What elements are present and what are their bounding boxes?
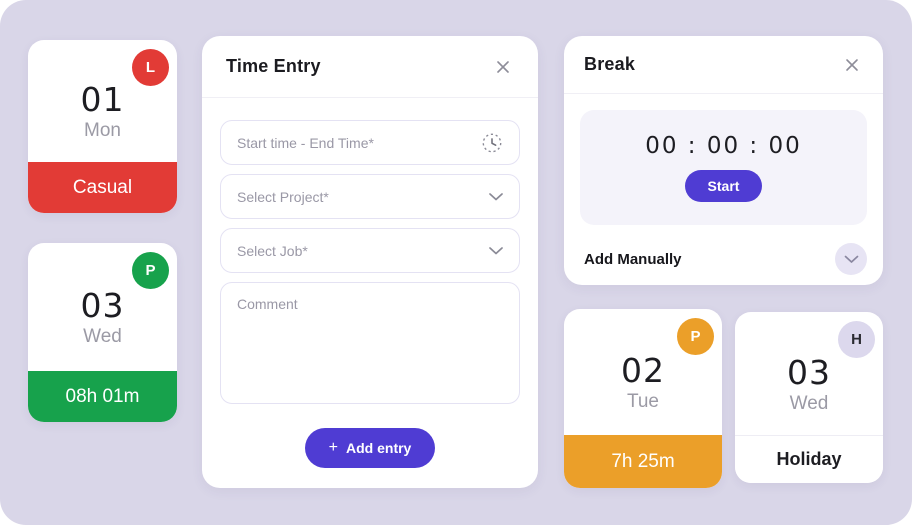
add-entry-label: Add entry <box>346 440 412 456</box>
day-card-body: 02 Tue <box>564 309 722 435</box>
project-select[interactable] <box>220 174 520 219</box>
job-select-value[interactable] <box>237 242 489 259</box>
leave-badge: L <box>132 49 169 86</box>
chevron-down-icon <box>489 246 503 255</box>
day-number: 01 <box>80 80 125 119</box>
day-card-tue[interactable]: P 02 Tue 7h 25m <box>564 309 722 488</box>
chevron-down-icon <box>489 192 503 201</box>
day-card-body: 03 Wed <box>735 312 883 435</box>
day-hours-label: 08h 01m <box>28 371 177 422</box>
start-break-button[interactable]: Start <box>684 170 763 202</box>
day-weekday: Mon <box>84 120 121 141</box>
day-status-label: Casual <box>28 162 177 213</box>
time-entry-form: + Add entry <box>202 98 538 468</box>
day-card-body: 01 Mon <box>28 40 177 162</box>
add-manually-label: Add Manually <box>584 250 682 268</box>
expand-add-manually-button[interactable] <box>835 243 867 275</box>
day-card-wed-left[interactable]: P 03 Wed 08h 01m <box>28 243 177 422</box>
job-select[interactable] <box>220 228 520 273</box>
day-weekday: Wed <box>789 392 829 414</box>
day-number: 03 <box>787 352 831 392</box>
day-card-wed-right[interactable]: H 03 Wed Holiday <box>735 312 883 483</box>
timer-display: 00 : 00 : 00 <box>645 133 802 159</box>
day-card-body: 03 Wed <box>28 243 177 371</box>
day-card-mon[interactable]: L 01 Mon Casual <box>28 40 177 213</box>
modal-header: Time Entry <box>202 36 538 98</box>
present-badge: P <box>132 252 169 289</box>
comment-textarea[interactable] <box>220 282 520 404</box>
day-weekday: Tue <box>626 391 660 412</box>
close-icon[interactable] <box>492 56 514 78</box>
modal-title: Time Entry <box>226 56 321 76</box>
chevron-down-icon <box>844 255 859 264</box>
day-weekday: Wed <box>83 326 122 347</box>
day-number: 02 <box>621 351 665 390</box>
clock-icon <box>481 132 503 154</box>
time-range-input[interactable] <box>237 134 481 151</box>
time-entry-modal: Time Entry <box>202 36 538 488</box>
plus-icon: + <box>328 439 338 456</box>
break-header: Break <box>564 36 883 94</box>
day-number: 03 <box>80 286 125 325</box>
break-title: Break <box>584 54 636 74</box>
add-manually-row: Add Manually <box>564 225 883 275</box>
day-status-label: Holiday <box>735 435 883 483</box>
add-entry-button[interactable]: + Add entry <box>304 428 436 468</box>
time-range-field[interactable] <box>220 120 520 165</box>
day-hours-label: 7h 25m <box>564 435 722 488</box>
partial-badge: P <box>677 318 714 355</box>
close-icon[interactable] <box>841 54 863 76</box>
break-timer-panel: 00 : 00 : 00 Start <box>580 110 867 225</box>
break-panel: Break 00 : 00 : 00 Start Add Manually <box>564 36 883 285</box>
project-select-value[interactable] <box>237 188 489 205</box>
holiday-badge: H <box>838 321 875 358</box>
